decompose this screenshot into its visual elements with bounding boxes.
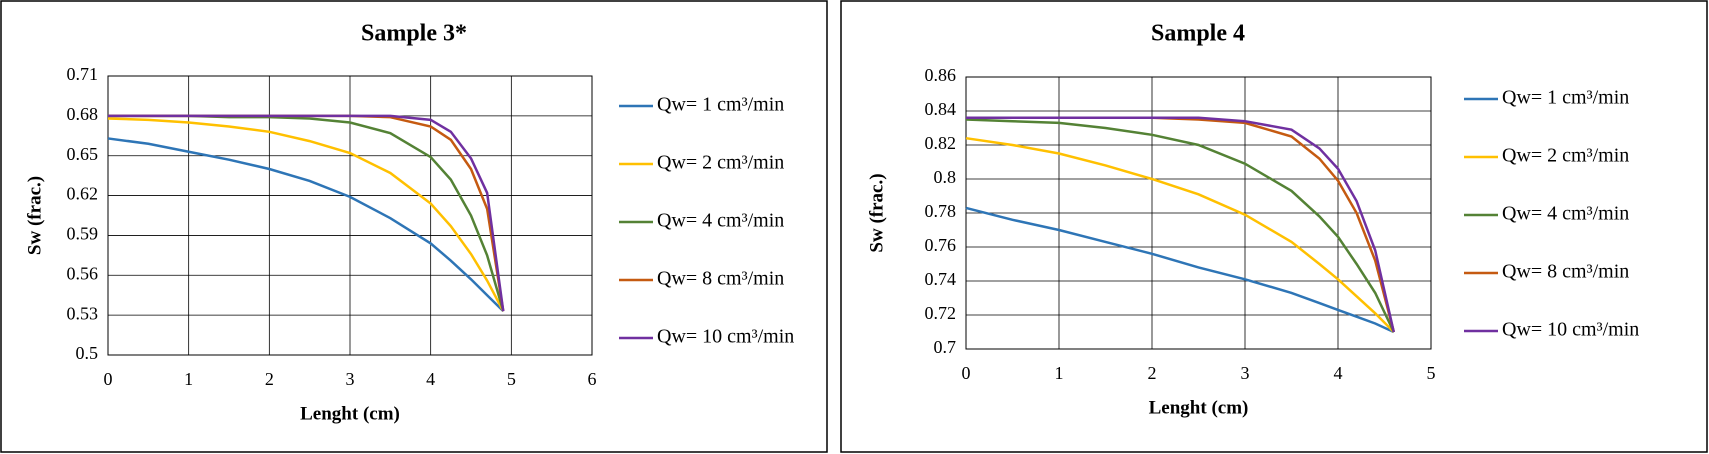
data-line <box>108 114 505 312</box>
y-tick-label: 0.72 <box>925 303 957 323</box>
plot-frame <box>107 75 593 356</box>
data-line <box>108 114 505 312</box>
x-tick-label: 5 <box>1427 363 1436 383</box>
y-tick-label: 0.56 <box>67 263 99 283</box>
y-tick-label: 0.59 <box>67 224 99 244</box>
x-tick-label: 0 <box>104 369 113 389</box>
legend-label: Qw= 8 cm³/min <box>1502 261 1629 283</box>
y-tick-label: 0.71 <box>67 64 99 84</box>
data-line <box>965 206 1395 334</box>
y-tick-label: 0.78 <box>925 201 957 221</box>
y-tick-label: 0.74 <box>925 269 957 289</box>
legend-label: Qw= 4 cm³/min <box>657 210 784 232</box>
y-tick-label: 0.5 <box>76 343 99 363</box>
y-tick-label: 0.8 <box>934 167 957 187</box>
x-tick-label: 4 <box>426 369 435 389</box>
x-tick-label: 6 <box>588 369 597 389</box>
y-tick-label: 0.86 <box>925 65 957 85</box>
legend-label: Qw= 2 cm³/min <box>657 152 784 174</box>
x-tick-label: 1 <box>184 369 193 389</box>
y-axis-label: Sw (frac.) <box>24 176 45 255</box>
y-tick-label: 0.65 <box>67 144 99 164</box>
x-axis-label: Lenght (cm) <box>1149 397 1249 418</box>
x-axis-label: Lenght (cm) <box>300 403 400 424</box>
x-tick-label: 4 <box>1334 363 1343 383</box>
legend-label: Qw= 10 cm³/min <box>657 326 794 348</box>
legend-label: Qw= 10 cm³/min <box>1502 319 1639 341</box>
y-tick-label: 0.62 <box>67 184 99 204</box>
y-axis-label: Sw (frac.) <box>866 173 887 252</box>
legend-label: Qw= 2 cm³/min <box>1502 145 1629 167</box>
x-tick-label: 5 <box>507 369 516 389</box>
data-line <box>108 114 505 312</box>
y-tick-label: 0.84 <box>925 99 957 119</box>
y-tick-label: 0.68 <box>67 104 99 124</box>
panel-border <box>840 0 1708 453</box>
x-tick-label: 3 <box>346 369 355 389</box>
x-tick-label: 3 <box>1241 363 1250 383</box>
legend-label: Qw= 4 cm³/min <box>1502 203 1629 225</box>
data-line <box>965 118 1395 333</box>
chart-title: Sample 3* <box>361 21 467 47</box>
y-tick-label: 0.53 <box>67 303 99 323</box>
legend-label: Qw= 1 cm³/min <box>1502 87 1629 109</box>
x-tick-label: 2 <box>265 369 274 389</box>
legend-label: Qw= 8 cm³/min <box>657 268 784 290</box>
legend-label: Qw= 1 cm³/min <box>657 94 784 116</box>
plot-frame <box>965 76 1432 350</box>
data-line <box>107 117 505 312</box>
y-tick-label: 0.82 <box>925 133 957 153</box>
y-tick-label: 0.7 <box>934 337 957 357</box>
data-line <box>107 137 505 313</box>
y-tick-label: 0.76 <box>925 235 957 255</box>
panel-border <box>0 0 828 453</box>
x-tick-label: 2 <box>1148 363 1157 383</box>
data-line <box>965 136 1395 333</box>
data-line <box>966 116 1396 333</box>
x-tick-label: 0 <box>962 363 971 383</box>
x-tick-label: 1 <box>1055 363 1064 383</box>
chart-title: Sample 4 <box>1151 21 1245 47</box>
